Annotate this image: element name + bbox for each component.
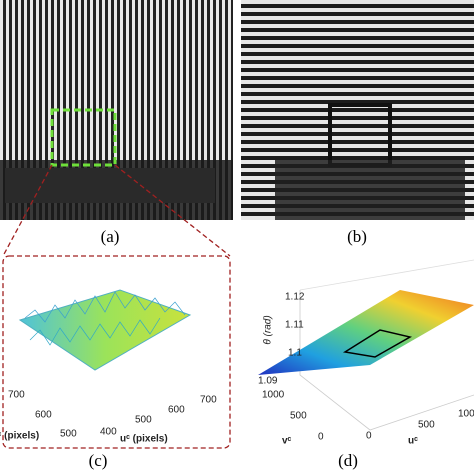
tick-label: 1.11 [285, 320, 304, 331]
tick-label: 1000 [458, 409, 474, 420]
photo-a [0, 0, 233, 220]
panel-label: (d) [338, 451, 358, 470]
tick-label: 400 [100, 427, 117, 438]
tick-label: 1.1 [288, 348, 302, 359]
tick-label: 500 [135, 415, 152, 426]
tick-label: 700 [200, 395, 217, 406]
plot-c: 700 600 500 vᶜ (pixels) 400 500 600 700 … [0, 289, 217, 445]
tick-label: 500 [60, 429, 77, 440]
axis-label: θ (rad) [263, 315, 274, 344]
axis-label: uᶜ [408, 436, 418, 447]
axis-label: vᶜ [282, 436, 292, 447]
zoom-lines [2, 164, 231, 449]
tick-label: 1.09 [258, 376, 278, 387]
tick-label: 600 [168, 405, 185, 416]
axis-label: vᶜ (pixels) [0, 431, 39, 442]
tick-label: 1000 [262, 390, 285, 401]
tick-label: 1.12 [285, 292, 305, 303]
panel-label: (a) [101, 227, 120, 246]
panel-label: (b) [347, 227, 367, 246]
panel-label: (c) [89, 451, 108, 470]
tick-label: 0 [318, 432, 324, 443]
tick-label: 600 [35, 410, 52, 421]
tick-label: 0 [366, 431, 372, 442]
tick-label: 700 [8, 390, 25, 401]
axis-label: uᶜ (pixels) [120, 434, 168, 445]
tick-label: 500 [290, 411, 307, 422]
tick-label: 500 [418, 420, 435, 431]
photo-b [241, 0, 474, 220]
plot-d: 1.12 1.11 1.1 1.09 θ (rad) 1000 500 0 vᶜ… [258, 259, 474, 447]
